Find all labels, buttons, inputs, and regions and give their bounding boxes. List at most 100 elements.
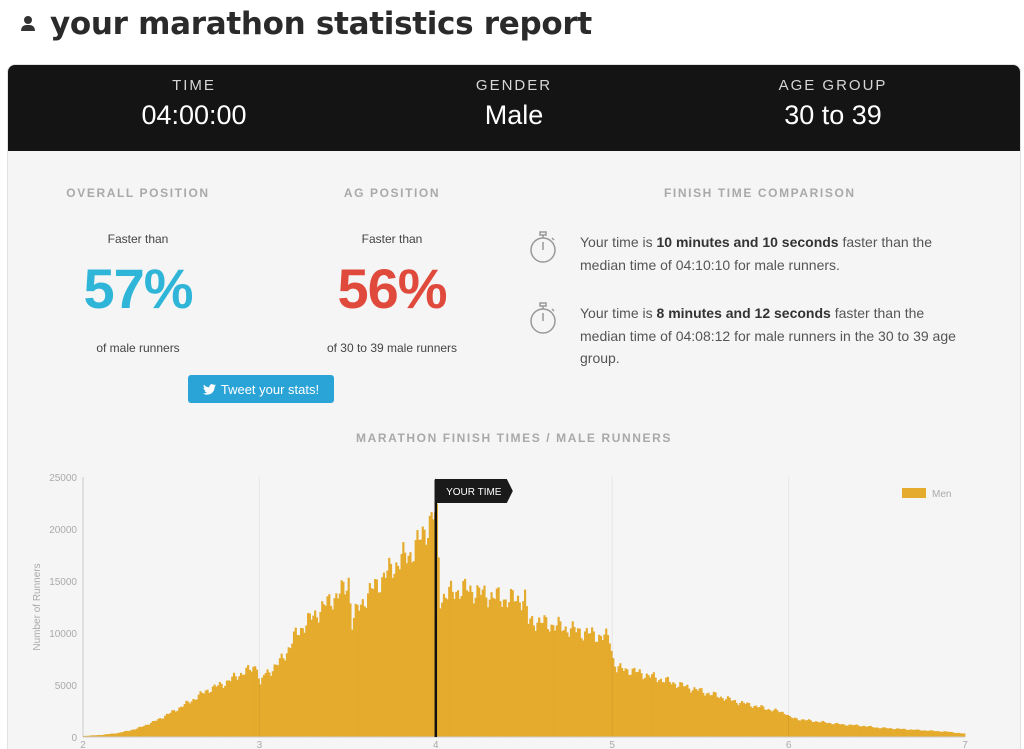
histogram-bar [352, 617, 356, 737]
histogram-bar [135, 728, 139, 737]
histogram-bar [689, 692, 692, 737]
histogram-bar [393, 573, 396, 737]
histogram-bar [188, 703, 192, 737]
y-tick-label: 20000 [49, 525, 77, 536]
histogram-bar [460, 596, 463, 737]
histogram-bar [125, 730, 128, 737]
histogram-bar [809, 720, 812, 737]
histogram-bar [947, 731, 950, 737]
histogram-bar [389, 563, 393, 737]
histogram-bar [250, 671, 253, 737]
histogram-bar [553, 630, 557, 737]
histogram-bar [751, 707, 754, 737]
histogram-bar [215, 686, 218, 737]
time-value: 04:00:00 [141, 100, 247, 130]
histogram-bar [121, 732, 124, 737]
histogram-bar [479, 594, 483, 737]
histogram-bar [580, 638, 583, 737]
histogram-bar [322, 604, 326, 737]
histogram-bar [340, 580, 343, 737]
histogram-bar [899, 729, 902, 737]
histogram-bar [915, 729, 918, 737]
histogram-bar [548, 631, 551, 737]
histogram-bar [224, 685, 227, 737]
histogram-bar [208, 692, 211, 737]
histogram-bar [248, 669, 251, 737]
histogram-bar [758, 706, 761, 737]
overall-faster-label: Faster than [107, 232, 169, 246]
histogram-bar [331, 609, 334, 737]
histogram-bar [931, 730, 934, 737]
histogram-bar [666, 676, 670, 737]
histogram-bar [363, 606, 366, 737]
histogram-bar [268, 672, 271, 737]
histogram-bar [165, 713, 169, 737]
histogram-bar [301, 628, 304, 737]
ag-sub-text: of 30 to 39 male runners [326, 341, 458, 355]
histogram-bar [680, 682, 684, 737]
histogram-bar [866, 726, 869, 737]
histogram-bar [619, 663, 622, 737]
comparison-suffix: faster than the median time of 04:10:10 … [580, 234, 932, 273]
legend-swatch [902, 488, 926, 498]
histogram-bar [453, 598, 456, 737]
histogram-bar [912, 729, 915, 737]
histogram-bar [277, 665, 280, 737]
histogram-bar [850, 724, 853, 737]
histogram-bar [261, 677, 264, 737]
histogram-bar [428, 515, 431, 737]
histogram-bar [504, 599, 507, 737]
histogram-bar [557, 616, 560, 737]
histogram-bar [841, 724, 844, 737]
histogram-bar [245, 667, 248, 737]
histogram-bar [862, 725, 865, 737]
histogram-bar [575, 632, 578, 737]
histogram-bar [707, 692, 710, 737]
histogram-bar [649, 677, 652, 737]
histogram-bar [525, 606, 528, 737]
ag-position-heading: AG POSITION [343, 186, 441, 200]
histogram-bar [160, 718, 163, 737]
histogram-bar [430, 512, 433, 737]
histogram-bar [855, 724, 858, 737]
histogram-bar [275, 664, 278, 737]
histogram-bar [164, 715, 167, 737]
histogram-bar [919, 730, 922, 737]
histogram-bar [823, 722, 827, 737]
histogram-bar [804, 720, 807, 737]
histogram-bar [123, 731, 126, 737]
histogram-bar [367, 593, 370, 737]
histogram-bar [760, 705, 763, 737]
histogram-bar [885, 728, 888, 737]
histogram-bar [834, 723, 837, 737]
histogram-bar [211, 686, 214, 737]
histogram-bar [905, 729, 908, 737]
histogram-bar [938, 731, 941, 737]
histogram-bar [312, 615, 315, 737]
twitter-bird-icon [202, 383, 216, 395]
histogram-bar [647, 675, 650, 737]
histogram-bar [929, 730, 932, 737]
histogram-bar [845, 725, 848, 737]
histogram-bar [337, 598, 340, 737]
histogram-bar [935, 731, 938, 737]
histogram-bar [709, 695, 712, 737]
your-time-flag [434, 479, 513, 503]
histogram-bar [416, 530, 419, 737]
histogram-bar [379, 592, 382, 737]
histogram-bar [358, 610, 361, 737]
histogram-bar [643, 677, 647, 737]
overall-percent: 57% [83, 257, 193, 320]
histogram-bar [409, 552, 412, 737]
tweet-stats-button[interactable]: Tweet your stats! [188, 375, 334, 403]
histogram-bar [578, 628, 581, 737]
histogram-bar [670, 684, 673, 737]
histogram-bar [158, 718, 162, 737]
histogram-bar [875, 727, 878, 737]
histogram-bar [232, 672, 236, 737]
histogram-bar [569, 628, 573, 737]
histogram-bar [642, 679, 645, 737]
histogram-bar [104, 734, 107, 737]
comparison-item: Your time is 8 minutes and 12 seconds fa… [528, 302, 970, 370]
